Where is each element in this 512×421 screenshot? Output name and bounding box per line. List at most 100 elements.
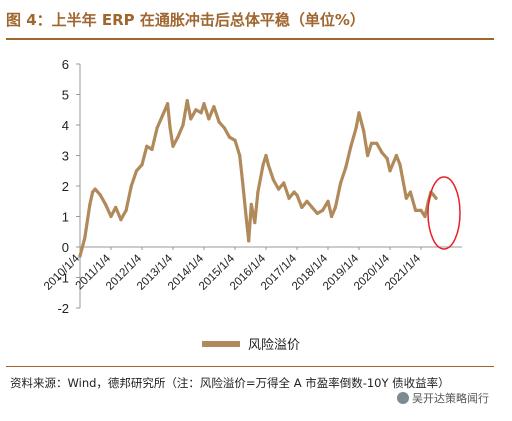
series-point [375,141,379,145]
series-point [385,156,389,161]
series-point [168,126,172,130]
series-point [366,153,370,158]
series-point [326,199,330,203]
y-tick-label: 0 [62,240,69,255]
series-point [419,208,423,212]
series-point [238,153,242,158]
watermark: 吴开达策略闻行 [394,389,492,407]
series-point [333,205,337,209]
highlight-ellipse [427,176,461,250]
series-point [93,187,97,191]
series-point [140,163,144,167]
series-point [222,126,226,130]
series-point [207,117,211,121]
series-point [181,123,185,127]
title-rule [6,38,494,40]
series-point [227,135,232,139]
series-point [287,196,291,200]
series-point [253,221,257,225]
series-point [295,193,299,197]
series-point [423,214,427,219]
series-point [305,199,309,203]
series-point [88,202,92,206]
series-point [244,214,248,219]
series-point [432,193,436,197]
series-point [256,190,260,194]
series-point [344,166,348,170]
series-point [249,202,253,206]
series-point [380,150,384,155]
series-point [394,153,398,158]
series-point [145,144,149,148]
series-point [404,196,408,200]
y-tick-label: 3 [62,149,69,164]
series-point [240,178,244,182]
series-point [357,111,361,115]
series-point [78,254,82,258]
y-tick-label: -1 [57,271,69,286]
series-point [185,99,189,103]
y-tick-label: -2 [57,301,69,316]
series-point [124,208,128,212]
series-point [247,239,251,243]
figure-title: 图 4：上半年 ERP 在通胀冲击后总体平稳（单位%） [6,11,365,29]
series-point [315,211,319,215]
series-point [233,138,237,142]
erp-line-chart: 6 5 4 3 2 1 0 -1 -2 2010/1/42011/1/42012/1/42013… [42,57,462,353]
series-point [398,163,402,167]
series-point [292,190,296,194]
series-point [271,178,275,182]
series-point [83,236,87,240]
series-point [155,126,159,130]
series-point [414,208,418,212]
series-point [310,205,314,209]
series-point [408,190,412,194]
series-point [114,205,118,209]
series-point [202,102,206,106]
series-point [119,218,123,222]
series-layer [78,98,438,258]
series-point [109,214,113,219]
y-tick-label: 4 [62,118,69,133]
series-point [354,126,358,130]
y-tick-label: 5 [62,88,69,103]
series-point [330,214,334,219]
series-point [150,147,154,151]
series-point [369,141,374,145]
series-point [282,181,286,185]
legend-label: 风险溢价 [248,338,300,353]
series-point [171,144,175,148]
source-note: 资料来源：Wind，德邦研究所（注：风险溢价=万得全 A 市盈率倒数-10Y 债… [10,376,450,390]
series-point [129,184,133,188]
y-axis-ticks: 6 5 4 3 2 1 0 -1 -2 [57,57,80,316]
series-point [194,108,198,112]
series-point [98,193,102,197]
series-point [199,111,203,115]
series-point [362,129,366,133]
series-point [388,169,392,173]
legend: 风险溢价 [202,338,300,353]
series-point [212,105,216,109]
series-point [434,196,438,200]
series-point [339,181,343,185]
series-point [321,208,325,212]
y-tick-label: 6 [62,57,69,72]
series-point [300,205,304,209]
footer-rule [6,366,494,367]
series-point [264,153,268,158]
series-point [277,187,281,191]
series-point [261,163,265,167]
series-point [103,202,108,206]
wechat-icon [397,392,409,404]
x-axis-ticks: 2010/1/42011/1/42012/1/42013/1/42014/1/4… [42,247,424,293]
series-point [91,190,95,194]
series-line-0 [78,98,438,258]
watermark-text: 吴开达策略闻行 [412,392,489,405]
series-point [349,144,353,148]
series-point [166,102,170,106]
y-tick-label: 2 [62,179,69,194]
series-point [134,169,139,173]
y-tick-label: 1 [62,210,69,225]
series-point [176,135,180,139]
series-point [160,114,164,118]
